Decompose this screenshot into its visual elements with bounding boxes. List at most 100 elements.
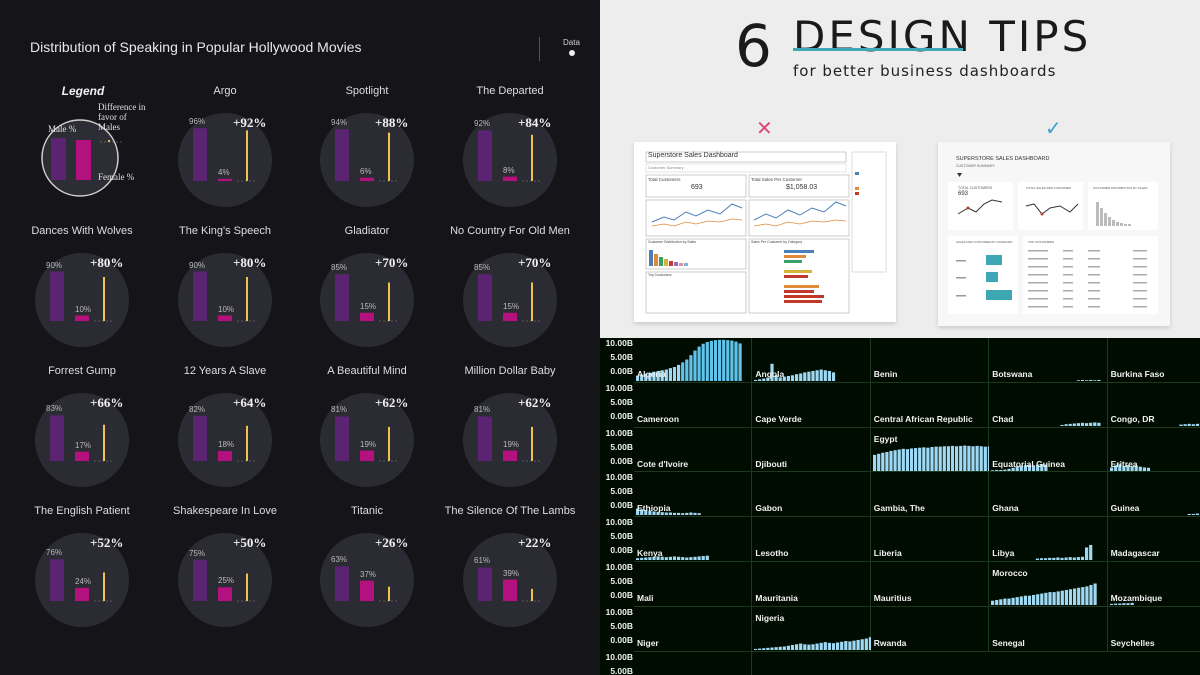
country-bar (1187, 514, 1191, 516)
country-bar (983, 446, 987, 471)
diff-label: +88% (375, 115, 409, 130)
female-bar (218, 587, 232, 601)
country-bar (652, 371, 656, 381)
country-bar (913, 447, 917, 471)
country-bar (1081, 556, 1085, 561)
male-bar (335, 416, 349, 461)
diff-label: +70% (375, 255, 409, 270)
country-bar (832, 372, 836, 381)
male-pct-label: 63% (331, 555, 348, 565)
female-pct-label: 15% (360, 301, 377, 311)
country-label: Burkina Faso (1110, 369, 1165, 379)
country-bar (1019, 596, 1024, 605)
movie-chart (178, 113, 272, 207)
country-cell: Liberia (870, 517, 990, 562)
country-bar (681, 362, 685, 381)
country-bar (1195, 423, 1199, 426)
country-bar (762, 378, 766, 381)
country-chart (1109, 463, 1150, 471)
movie-circle (320, 533, 414, 627)
female-bar (360, 450, 374, 461)
female-pct-label: 24% (75, 576, 92, 586)
country-label: Angola (755, 369, 785, 379)
country-bar (1125, 464, 1130, 471)
country-bar (995, 469, 999, 471)
y-tick-label: 10.00B (605, 427, 633, 438)
movie-chart (320, 533, 414, 627)
country-bar (656, 556, 660, 561)
country-label: Gabon (755, 503, 783, 514)
good-dashboard-graphic (948, 173, 1158, 314)
country-cell: Algeria (634, 338, 753, 383)
country-bar (909, 448, 913, 471)
country-bar (1068, 423, 1072, 426)
diff-bar (531, 134, 533, 181)
country-chart (1060, 422, 1101, 426)
country-bar (815, 370, 820, 381)
male-bar (193, 415, 207, 461)
female-pct-label: 17% (75, 440, 92, 450)
female-pct-label: 10% (75, 304, 92, 314)
movie-title: Gladiator (344, 225, 390, 237)
country-bar (1036, 594, 1040, 605)
country-bar (640, 509, 644, 516)
male-bar (478, 416, 492, 461)
country-cell: Lesotho (752, 517, 871, 562)
bad-kpi1-label: Total Customers (648, 177, 681, 182)
country-bar (640, 374, 644, 381)
y-tick-label: 0.00B (610, 455, 633, 466)
country-bar (975, 445, 979, 471)
country-label: Cote d'Ivoire (637, 458, 689, 469)
country-bar (1113, 464, 1117, 471)
country-bar (656, 512, 660, 516)
country-label: Benin (873, 369, 898, 379)
female-bar (503, 312, 517, 321)
male-pct-label: 92% (474, 119, 491, 129)
male-pct-label: 83% (46, 404, 63, 414)
country-bar (999, 599, 1003, 605)
country-bar (987, 445, 990, 471)
country-bar (1036, 464, 1040, 471)
country-bar (766, 377, 770, 381)
country-bar (1081, 422, 1085, 426)
country-cell: Chad (989, 382, 1108, 428)
country-bar (811, 370, 815, 381)
country-bar (730, 340, 734, 381)
country-bar (1081, 587, 1085, 605)
y-tick-label: 10.00B (605, 338, 633, 348)
movie-title: 12 Years A Slave (183, 365, 267, 377)
country-bar (1109, 603, 1113, 605)
good-panel4-label: SALES PER CUSTOMER BY CATEGORY (956, 240, 1013, 244)
country-cell: Cameroon (634, 382, 753, 428)
country-label: Mauritania (755, 593, 798, 603)
country-bar (1076, 380, 1081, 381)
country-bar (644, 510, 648, 516)
country-label: Seychelles (1110, 637, 1155, 648)
country-chart (1109, 602, 1134, 605)
diff-label: +80% (233, 255, 267, 270)
country-bar (672, 367, 677, 381)
country-bar (889, 450, 893, 471)
country-bar (701, 343, 705, 381)
male-pct-label: 61% (474, 556, 491, 566)
country-bar (958, 445, 963, 471)
country-bar (770, 363, 774, 381)
movie-title: A Beautiful Mind (327, 365, 407, 377)
female-bar (503, 176, 517, 181)
country-bar (664, 369, 668, 381)
male-bar (50, 271, 64, 321)
diff-bar (103, 277, 105, 321)
female-pct-label: 6% (360, 166, 372, 176)
diff-bar (531, 588, 533, 601)
male-pct-label: 81% (474, 405, 491, 415)
country-bar (1023, 595, 1028, 605)
female-pct-label: 10% (218, 304, 235, 314)
country-bar (865, 638, 869, 650)
country-cell: Rwanda (870, 606, 990, 652)
country-bar (1191, 514, 1195, 516)
male-bar (478, 567, 492, 601)
country-cell: Nigeria (752, 606, 871, 652)
country-bar (754, 379, 758, 381)
country-bar (693, 556, 697, 561)
data-toggle-dot[interactable] (569, 50, 575, 56)
